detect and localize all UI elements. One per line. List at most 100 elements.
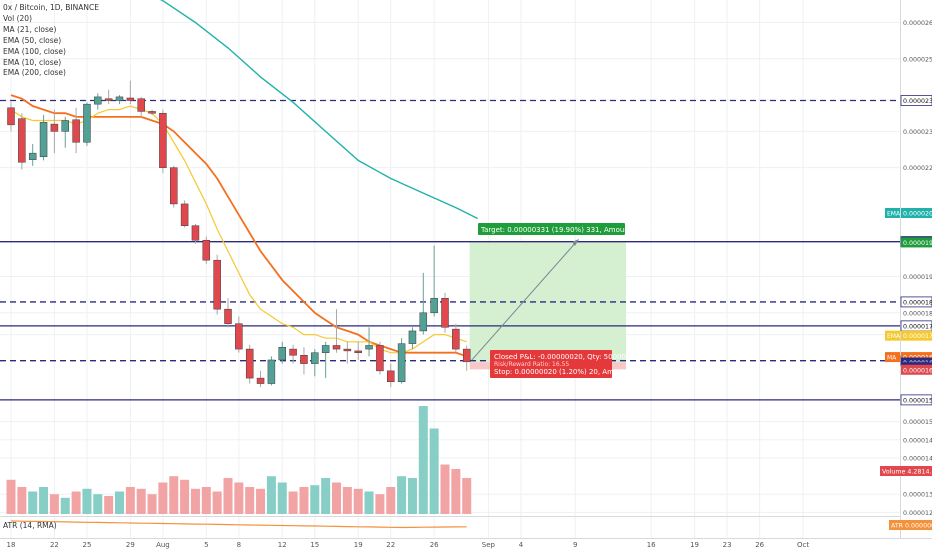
time-tick-label: 22 bbox=[386, 541, 395, 549]
price-tick-label: 0.00001800 bbox=[903, 310, 932, 317]
volume-tag-label: Volume 4.2814... bbox=[882, 469, 932, 476]
time-tick-label: 16 bbox=[647, 541, 656, 549]
candle-body bbox=[61, 120, 69, 132]
atr-line bbox=[10, 520, 467, 529]
price-tag bbox=[901, 330, 932, 341]
candle-body bbox=[387, 370, 395, 382]
price-tag-name: EMA bbox=[887, 211, 901, 218]
volume-bar bbox=[451, 469, 461, 514]
price-tag-label: 0.00001994 bbox=[903, 240, 932, 247]
time-tick-label: 22 bbox=[50, 541, 59, 549]
volume-bar bbox=[212, 491, 222, 514]
price-tag-name: EMA bbox=[887, 333, 901, 340]
indicator-ema10[interactable]: EMA (10, close) bbox=[3, 57, 62, 67]
volume-bar bbox=[234, 482, 244, 514]
candle-body bbox=[245, 348, 254, 379]
price-tag bbox=[901, 208, 932, 219]
volume-bar bbox=[288, 491, 298, 514]
time-tick-label: 15 bbox=[310, 541, 319, 549]
candle-body bbox=[224, 308, 232, 324]
volume-bar bbox=[353, 488, 363, 514]
volume-bar bbox=[39, 487, 49, 514]
level-tag-label: 0.00001764 bbox=[903, 323, 932, 330]
candle-body bbox=[104, 98, 113, 101]
price-tag bbox=[901, 237, 932, 248]
volume-bar bbox=[342, 487, 352, 514]
volume-bar bbox=[332, 482, 341, 514]
volume-bar bbox=[462, 478, 472, 514]
candle-body bbox=[170, 167, 178, 205]
time-tick-label: 26 bbox=[755, 541, 764, 549]
candle-body bbox=[430, 298, 438, 314]
volume-bar bbox=[104, 496, 114, 514]
candle-body bbox=[72, 119, 80, 143]
indicator-ema100[interactable]: EMA (100, close) bbox=[3, 46, 66, 56]
price-tag-name-box bbox=[885, 352, 900, 363]
volume-bar bbox=[169, 476, 179, 514]
candle-body bbox=[343, 348, 352, 352]
pnl-label-box bbox=[490, 350, 612, 378]
atr-label: ATR (14, RMA) bbox=[3, 521, 57, 530]
volume-bar bbox=[418, 406, 428, 514]
candle-body bbox=[94, 96, 102, 105]
target-label: Target: 0.00000331 (19.90%) 331, Amount:… bbox=[480, 226, 661, 234]
candle-body bbox=[7, 107, 15, 126]
volume-bar bbox=[125, 487, 135, 514]
candle-body bbox=[321, 345, 330, 353]
time-tick-label: 18 bbox=[7, 541, 16, 549]
risk-reward-label: Risk/Reward Ratio: 16.55 bbox=[494, 361, 569, 368]
candle-body bbox=[365, 345, 373, 350]
candle-body bbox=[256, 377, 265, 384]
indicator-ema200[interactable]: EMA (200, close) bbox=[3, 68, 66, 78]
candle-body bbox=[462, 348, 471, 363]
candle-body bbox=[115, 96, 124, 101]
time-tick-label: Oct bbox=[797, 541, 809, 549]
volume-bar bbox=[429, 428, 439, 514]
price-tag-name-box bbox=[885, 208, 900, 219]
candle-body bbox=[419, 312, 428, 332]
level-tag bbox=[900, 95, 932, 106]
candle-body bbox=[354, 350, 362, 353]
candle-body bbox=[39, 122, 48, 158]
candle-body bbox=[267, 359, 276, 384]
price-tag-label: 0.00001737 bbox=[903, 333, 932, 340]
indicator-ema50[interactable]: EMA (50, close) bbox=[3, 35, 62, 45]
volume-bar bbox=[28, 491, 38, 514]
volume-bar bbox=[147, 494, 157, 514]
price-tick-label: 0.00001450 bbox=[903, 437, 932, 444]
candle-body bbox=[397, 343, 406, 382]
candle-body bbox=[18, 118, 26, 163]
closed-pnl-label: Closed P&L: -0.00000020, Qty: 50000000 bbox=[494, 353, 639, 361]
indicator-ma21[interactable]: MA (21, close) bbox=[3, 24, 57, 34]
chart-title[interactable]: 0x / Bitcoin, 1D, BINANCE bbox=[3, 3, 99, 12]
time-tick-label: 25 bbox=[82, 541, 91, 549]
indicator-legend: 0x / Bitcoin, 1D, BINANCE Vol (20) MA (2… bbox=[3, 3, 99, 79]
atr-tag-label: ATR 0.00000032 bbox=[891, 523, 932, 530]
candle-body bbox=[441, 298, 449, 328]
time-tick-label: 19 bbox=[354, 541, 363, 549]
time-tick-label: 12 bbox=[278, 541, 287, 549]
level-tag bbox=[900, 296, 932, 308]
volume-bar bbox=[60, 497, 70, 514]
volume-bar bbox=[299, 487, 309, 514]
target-label-box bbox=[478, 223, 625, 235]
time-tick-label: Aug bbox=[156, 541, 170, 549]
candle-body bbox=[332, 345, 341, 350]
ema100-line bbox=[159, 0, 478, 220]
time-tick-label: Sep bbox=[482, 541, 496, 549]
volume-bar bbox=[136, 488, 146, 514]
candle-body bbox=[148, 111, 156, 114]
trade-arrow-line bbox=[471, 239, 579, 361]
candle-body bbox=[278, 347, 286, 361]
volume-bar bbox=[201, 487, 211, 514]
time-tick-label: 9 bbox=[573, 541, 577, 549]
volume-bar bbox=[71, 491, 81, 514]
volume-bar bbox=[223, 478, 233, 514]
price-tick-label: 0.00001250 bbox=[903, 510, 932, 517]
level-tag bbox=[900, 394, 932, 406]
indicator-vol[interactable]: Vol (20) bbox=[3, 13, 33, 23]
volume-bar bbox=[180, 479, 190, 514]
candle-body bbox=[126, 97, 135, 101]
candle-body bbox=[159, 112, 167, 168]
